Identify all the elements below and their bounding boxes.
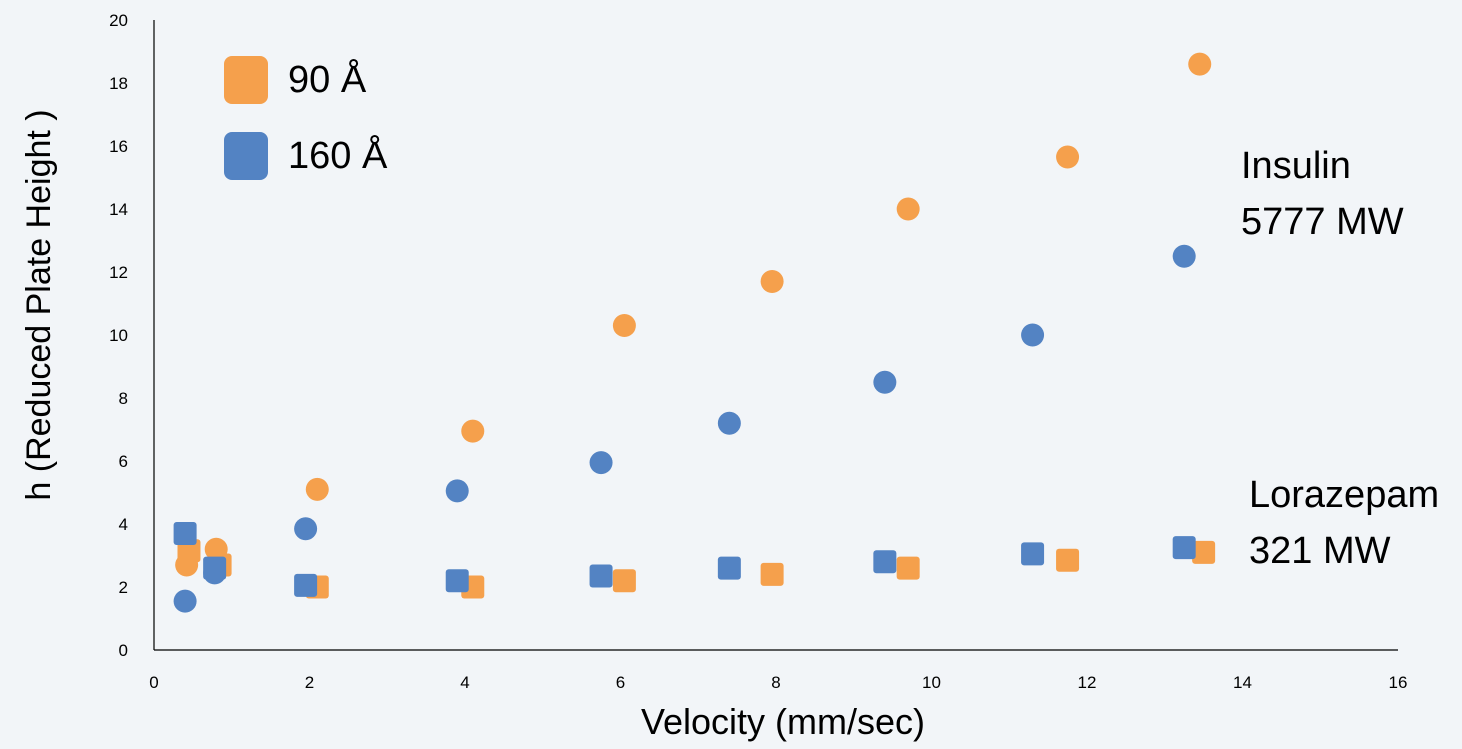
data-point-square: [612, 569, 636, 593]
data-point-square: [589, 564, 613, 588]
data-point-circle: [873, 370, 897, 394]
x-tick-label: 14: [1233, 673, 1252, 692]
y-tick-label: 6: [119, 452, 128, 471]
data-point-circle: [612, 314, 636, 338]
data-point-circle: [305, 477, 329, 501]
y-tick-label: 12: [109, 263, 128, 282]
annotations: Insulin 5777 MW Lorazepam 321 MW: [1241, 145, 1439, 572]
annotation-label: Insulin: [1241, 145, 1351, 187]
x-tick-label: 10: [922, 673, 941, 692]
y-tick-label: 20: [109, 11, 128, 30]
axes: [153, 20, 1398, 651]
data-point-circle: [1056, 145, 1080, 169]
legend-label: 90 Å: [288, 57, 367, 101]
data-point-square: [1172, 536, 1196, 560]
legend-swatch: [224, 132, 268, 180]
annotation-label: 5777 MW: [1241, 201, 1404, 243]
y-tick-label: 10: [109, 326, 128, 345]
data-point-circle: [173, 589, 197, 613]
y-tick-label: 0: [119, 641, 128, 660]
data-point-circle: [294, 517, 318, 541]
y-tick-label: 18: [109, 74, 128, 93]
data-point-square: [717, 556, 741, 580]
x-tick-label: 6: [616, 673, 625, 692]
tick-labels: 0 2 4 6 8 10 12 14 16 0 2 4 6 8 10 12 14 16 18 20: [109, 11, 1407, 692]
annotation-label: Lorazepam: [1249, 474, 1439, 516]
legend: 90 Å 160 Å: [224, 56, 388, 180]
data-point-circle: [760, 269, 784, 293]
x-tick-label: 4: [460, 673, 469, 692]
y-tick-label: 8: [119, 389, 128, 408]
data-point-circle: [1188, 52, 1212, 76]
data-point-square: [173, 521, 197, 545]
data-point-square: [760, 562, 784, 586]
x-tick-label: 2: [305, 673, 314, 692]
y-tick-label: 14: [109, 200, 128, 219]
data-points: [173, 52, 1216, 613]
x-tick-label: 12: [1078, 673, 1097, 692]
y-axis-label: h (Reduced Plate Height ): [20, 109, 58, 500]
x-tick-label: 16: [1389, 673, 1408, 692]
data-point-circle: [896, 197, 920, 221]
data-point-square: [177, 539, 201, 563]
x-tick-label: 0: [149, 673, 158, 692]
data-point-circle: [1172, 244, 1196, 268]
legend-swatch: [224, 56, 268, 104]
data-point-square: [896, 556, 920, 580]
annotation-label: 321 MW: [1249, 530, 1391, 572]
data-point-circle: [589, 451, 613, 475]
x-axis-label: Velocity (mm/sec): [641, 701, 925, 742]
data-point-circle: [445, 479, 469, 503]
data-point-square: [294, 573, 318, 597]
data-point-square: [873, 550, 897, 574]
data-point-circle: [461, 419, 485, 443]
y-tick-label: 4: [119, 515, 128, 534]
data-point-square: [203, 556, 227, 580]
data-point-circle: [717, 411, 741, 435]
data-point-square: [445, 569, 469, 593]
data-point-square: [1192, 540, 1216, 564]
data-point-circle: [1021, 323, 1045, 347]
data-point-square: [1021, 542, 1045, 566]
x-tick-label: 8: [771, 673, 780, 692]
legend-label: 160 Å: [288, 133, 388, 177]
data-point-square: [1056, 548, 1080, 572]
y-tick-label: 2: [119, 578, 128, 597]
y-tick-label: 16: [109, 137, 128, 156]
